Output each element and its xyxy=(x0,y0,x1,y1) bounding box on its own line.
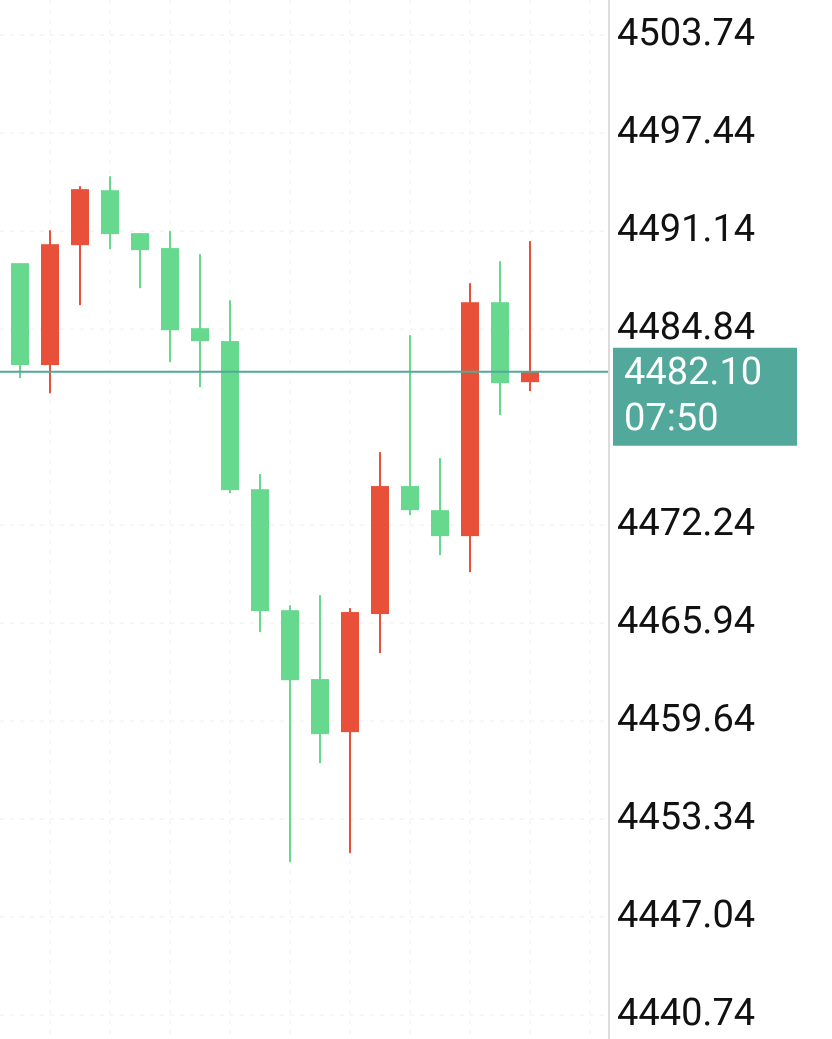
y-tick-label: 4484.84 xyxy=(617,305,755,349)
candle-body xyxy=(371,486,389,615)
y-tick-label: 4503.74 xyxy=(617,11,755,55)
candle-body xyxy=(341,612,359,733)
candle-body xyxy=(491,302,509,384)
candle-body xyxy=(311,679,329,735)
y-tick-label: 4491.14 xyxy=(617,207,755,251)
candle-body xyxy=(431,510,449,537)
candle-body xyxy=(71,189,89,246)
candle-body xyxy=(11,263,29,366)
current-price-box xyxy=(613,347,797,446)
candle-body xyxy=(401,486,419,511)
candle-body xyxy=(521,372,539,383)
current-time-label: 07:50 xyxy=(624,396,719,440)
y-tick-label: 4453.34 xyxy=(617,795,755,839)
y-tick-label: 4497.44 xyxy=(617,109,755,153)
candle-body xyxy=(41,244,59,366)
y-tick-label: 4440.74 xyxy=(617,991,755,1035)
candle-body xyxy=(281,610,299,681)
current-price-label: 4482.10 xyxy=(624,350,762,394)
candle-body xyxy=(131,233,149,251)
candle-body xyxy=(101,190,119,235)
y-tick-label: 4472.24 xyxy=(617,501,755,545)
candle-body xyxy=(161,248,179,331)
candle-body xyxy=(461,302,479,537)
y-tick-label: 4459.64 xyxy=(617,697,755,741)
y-tick-label: 4465.94 xyxy=(617,599,755,643)
candle-body xyxy=(191,328,209,342)
candle-body xyxy=(221,341,239,491)
y-tick-label: 4447.04 xyxy=(617,893,755,937)
candle-body xyxy=(251,489,269,612)
